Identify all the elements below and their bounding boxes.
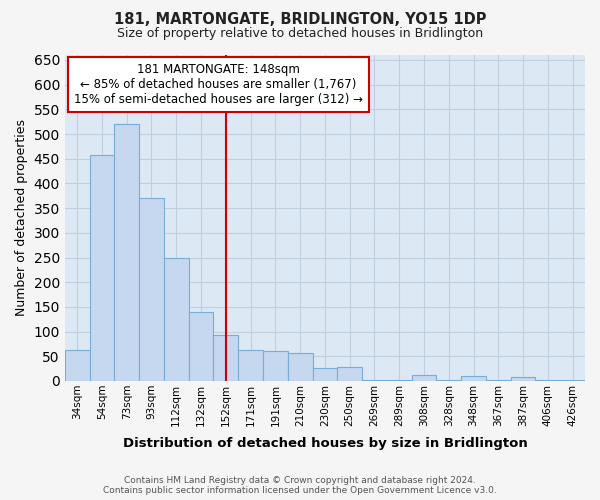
Bar [89,155,115,381]
Bar [139,198,164,381]
Bar [337,367,362,381]
Bar [412,374,436,381]
Bar [461,376,486,381]
Bar [214,335,238,381]
Bar [362,380,387,381]
Bar [387,380,412,381]
Bar [288,353,313,381]
Bar [164,258,188,381]
Bar [238,350,263,381]
Bar [511,377,535,381]
Y-axis label: Number of detached properties: Number of detached properties [15,120,28,316]
Text: Size of property relative to detached houses in Bridlington: Size of property relative to detached ho… [117,28,483,40]
Bar [263,352,288,381]
Text: 181 MARTONGATE: 148sqm
← 85% of detached houses are smaller (1,767)
15% of semi-: 181 MARTONGATE: 148sqm ← 85% of detached… [74,63,363,106]
Text: 181, MARTONGATE, BRIDLINGTON, YO15 1DP: 181, MARTONGATE, BRIDLINGTON, YO15 1DP [114,12,486,28]
Bar [65,350,89,381]
X-axis label: Distribution of detached houses by size in Bridlington: Distribution of detached houses by size … [122,437,527,450]
Bar [188,312,214,381]
Bar [560,380,585,381]
Bar [486,380,511,381]
Bar [115,124,139,381]
Bar [313,368,337,381]
Text: Contains HM Land Registry data © Crown copyright and database right 2024.
Contai: Contains HM Land Registry data © Crown c… [103,476,497,495]
Bar [436,380,461,381]
Bar [535,380,560,381]
